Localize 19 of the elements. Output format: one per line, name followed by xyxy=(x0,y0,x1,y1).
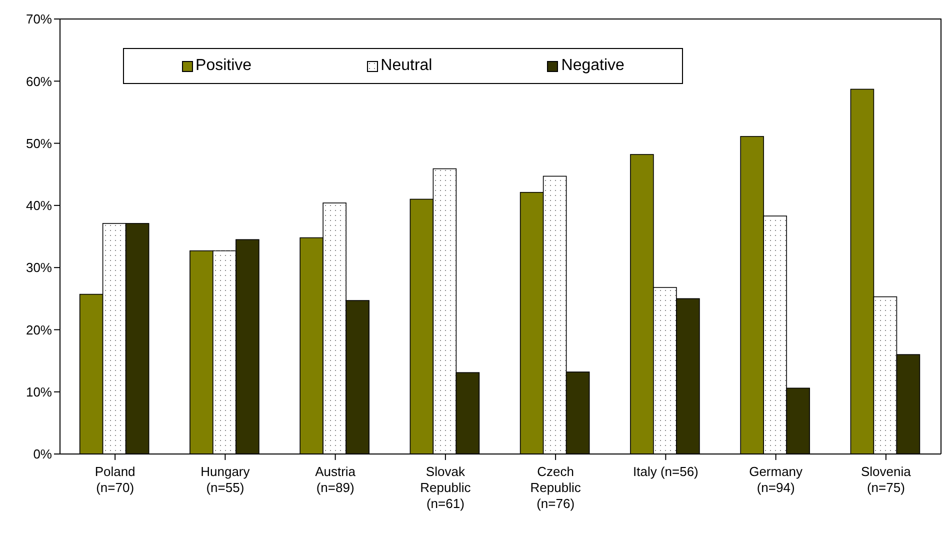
x-tick-label: Hungary (n=55) xyxy=(200,464,250,495)
x-tick-label: Italy (n=56) xyxy=(632,464,698,479)
x-tick-label: Poland (n=70) xyxy=(94,464,136,495)
x-tick-label: Slovak Republic (n=61) xyxy=(420,464,472,511)
x-tick-label: Germany (n=94) xyxy=(749,464,804,495)
x-tick-label: Austria (n=89) xyxy=(315,464,356,495)
legend-label: Positive xyxy=(194,57,252,75)
y-tick-label: 0% xyxy=(33,446,52,462)
y-tick-label: 60% xyxy=(26,74,52,89)
legend-label: Neutral xyxy=(380,57,432,75)
y-tick-label: 20% xyxy=(26,322,52,338)
legend-label: Negative xyxy=(560,57,624,75)
x-tick-label: Czech Republic (n=76) xyxy=(530,464,582,511)
y-tick-label: 10% xyxy=(26,384,52,400)
y-tick-label: 40% xyxy=(26,198,52,214)
y-tick-label: 70% xyxy=(26,12,52,27)
y-tick-label: 50% xyxy=(26,136,52,151)
y-tick-label: 30% xyxy=(26,260,52,276)
x-tick-label: Slovenia (n=75) xyxy=(861,464,912,495)
